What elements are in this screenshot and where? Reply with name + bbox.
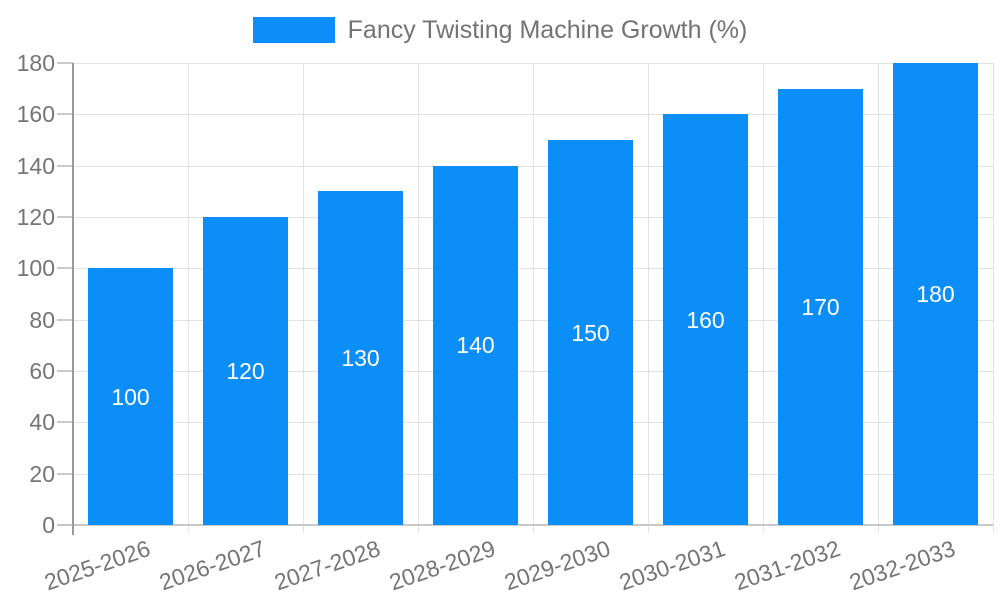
y-tick-mark <box>57 318 73 321</box>
bar[interactable] <box>778 88 863 525</box>
y-axis-line <box>72 63 74 535</box>
y-tick-mark <box>57 62 73 64</box>
x-category-label: 2028-2029 <box>385 535 498 596</box>
y-tick-label: 80 <box>29 306 55 333</box>
bar-value-label: 160 <box>686 306 725 333</box>
y-tick-label: 120 <box>16 204 55 230</box>
x-category-label: 2027-2028 <box>270 535 383 596</box>
bar[interactable] <box>663 114 748 525</box>
bar-value-label: 170 <box>801 293 840 320</box>
bar-value-label: 130 <box>341 345 380 372</box>
legend-swatch <box>252 17 335 43</box>
y-tick-label: 20 <box>29 460 55 487</box>
gridline-vertical <box>418 63 419 533</box>
gridline-vertical <box>993 63 994 533</box>
y-tick-mark <box>57 267 73 270</box>
gridline-vertical <box>303 63 304 533</box>
y-tick-label: 180 <box>16 50 55 76</box>
bar[interactable] <box>548 140 633 525</box>
y-tick-mark <box>57 216 73 218</box>
bar[interactable] <box>318 191 403 525</box>
bar-value-label: 100 <box>111 383 150 410</box>
x-category-label: 2031-2032 <box>730 535 843 596</box>
y-tick-label: 140 <box>16 152 55 179</box>
y-tick-label: 40 <box>29 409 55 436</box>
x-category-label: 2025-2026 <box>40 535 153 596</box>
y-tick-mark <box>57 370 73 372</box>
y-tick-mark <box>57 164 73 167</box>
y-tick-mark <box>57 113 73 116</box>
y-tick-label: 60 <box>29 358 55 384</box>
bar[interactable] <box>433 165 518 525</box>
x-category-label: 2030-2031 <box>615 535 728 596</box>
y-tick-label: 100 <box>16 255 55 282</box>
x-axis-line <box>57 524 993 526</box>
legend-label: Fancy Twisting Machine Growth (%) <box>347 15 748 44</box>
bar[interactable] <box>893 63 978 525</box>
x-category-label: 2026-2027 <box>155 535 268 596</box>
x-category-label: 2032-2033 <box>845 535 958 596</box>
x-category-label: 2029-2030 <box>500 535 613 596</box>
gridline-vertical <box>763 63 764 533</box>
gridline-vertical <box>188 63 189 533</box>
legend-item[interactable]: Fancy Twisting Machine Growth (%) <box>0 12 1000 48</box>
y-tick-mark <box>57 472 73 475</box>
bar-value-label: 180 <box>916 281 955 307</box>
gridline-vertical <box>648 63 649 533</box>
gridline-vertical <box>533 63 534 533</box>
gridline-vertical <box>878 63 879 533</box>
y-tick-label: 160 <box>16 101 55 128</box>
bar-value-label: 150 <box>571 319 610 346</box>
bar-value-label: 140 <box>456 332 495 359</box>
bar[interactable] <box>88 268 173 525</box>
bar[interactable] <box>203 217 288 525</box>
y-tick-mark <box>57 421 73 424</box>
bar-value-label: 120 <box>226 358 265 384</box>
y-tick-label: 0 <box>42 512 55 538</box>
